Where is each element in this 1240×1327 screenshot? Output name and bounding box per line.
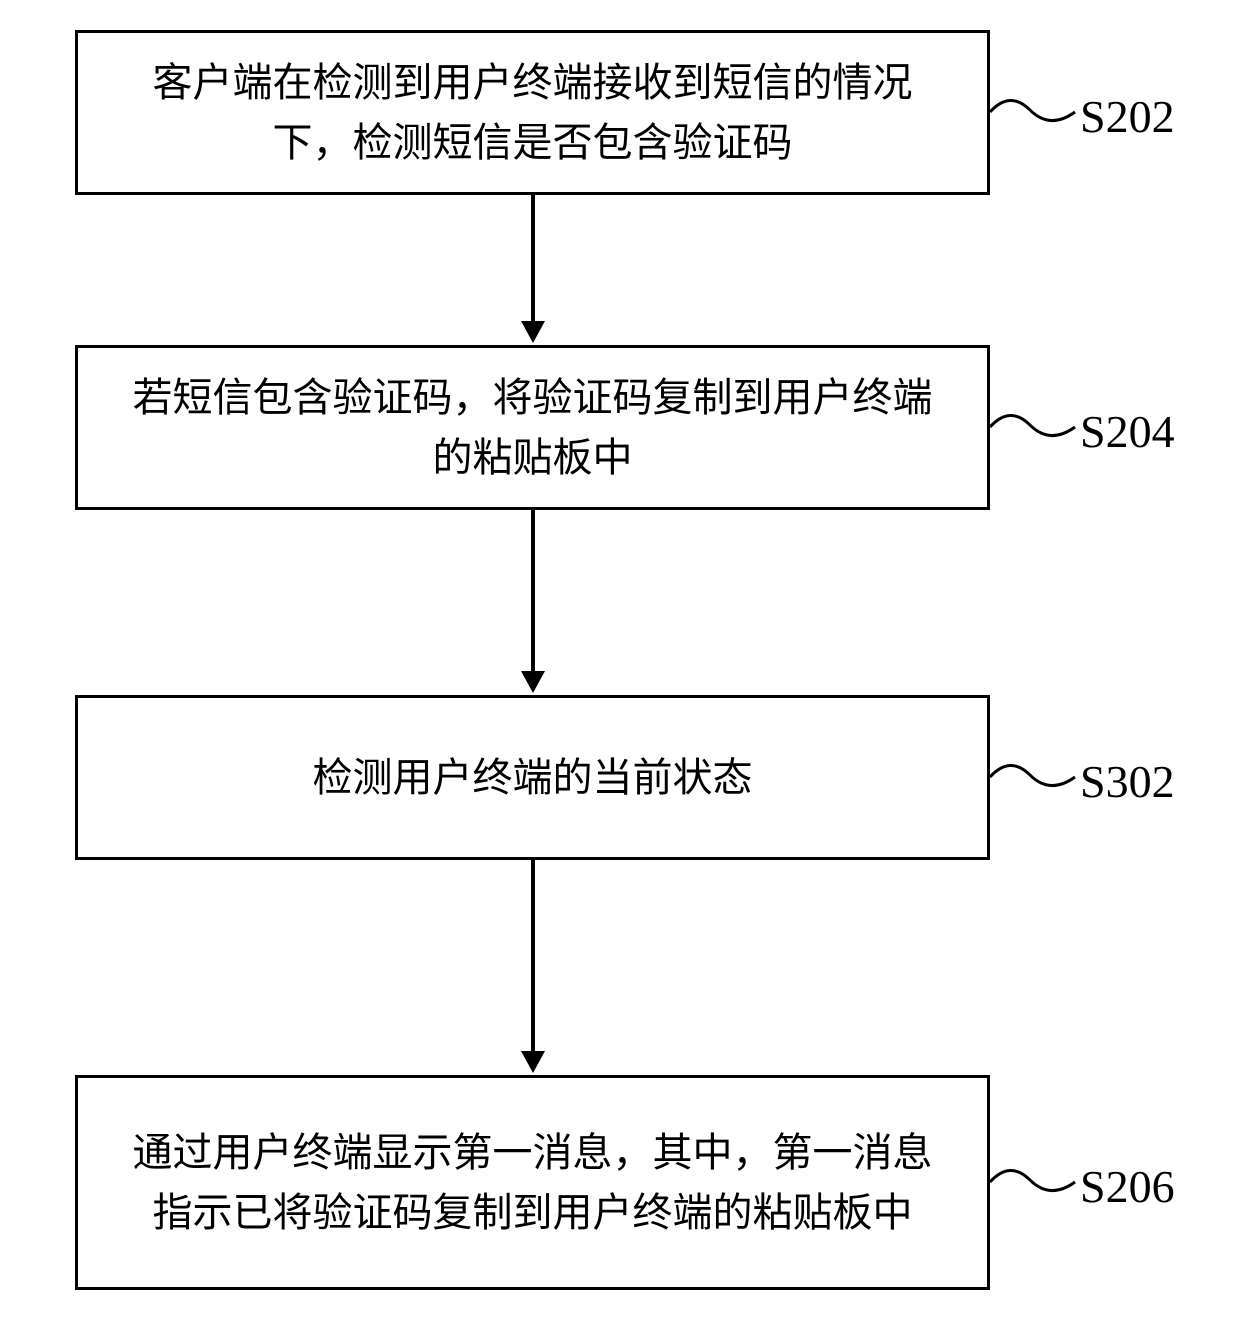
flow-node-text: 检测用户终端的当前状态 (313, 748, 753, 808)
flow-node-text: 若短信包含验证码，将验证码复制到用户终端的粘贴板中 (118, 368, 947, 488)
flow-node-text: 客户端在检测到用户终端接收到短信的情况下，检测短信是否包含验证码 (118, 53, 947, 173)
flow-node-s202: 客户端在检测到用户终端接收到短信的情况下，检测短信是否包含验证码 (75, 30, 990, 195)
arrow-head-icon (521, 671, 545, 693)
step-label-s202: S202 (1080, 90, 1175, 143)
flow-arrow (531, 510, 535, 673)
step-label-s302: S302 (1080, 755, 1175, 808)
connector-brace (990, 1155, 1080, 1210)
flow-node-s302: 检测用户终端的当前状态 (75, 695, 990, 860)
flow-arrow (531, 860, 535, 1053)
connector-brace (990, 750, 1080, 805)
connector-brace (990, 400, 1080, 455)
arrow-head-icon (521, 321, 545, 343)
step-label-s206: S206 (1080, 1160, 1175, 1213)
flow-node-s204: 若短信包含验证码，将验证码复制到用户终端的粘贴板中 (75, 345, 990, 510)
arrow-head-icon (521, 1051, 545, 1073)
connector-brace (990, 85, 1080, 140)
flow-node-text: 通过用户终端显示第一消息，其中，第一消息指示已将验证码复制到用户终端的粘贴板中 (118, 1123, 947, 1243)
flow-node-s206: 通过用户终端显示第一消息，其中，第一消息指示已将验证码复制到用户终端的粘贴板中 (75, 1075, 990, 1290)
flow-arrow (531, 195, 535, 323)
step-label-s204: S204 (1080, 405, 1175, 458)
flowchart-canvas: 客户端在检测到用户终端接收到短信的情况下，检测短信是否包含验证码 S202 若短… (0, 0, 1240, 1327)
